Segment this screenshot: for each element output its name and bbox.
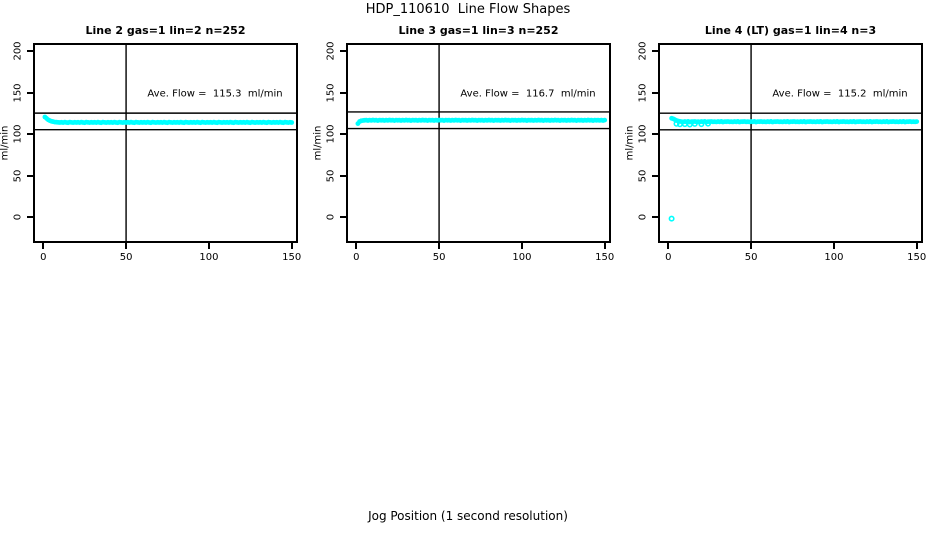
scatter-plot-area [658, 43, 923, 243]
y-axis-label: ml/min [312, 125, 324, 161]
y-tick-label: 150 [637, 83, 649, 103]
x-tick-label: 150 [282, 252, 302, 263]
y-tick-label: 150 [12, 83, 24, 103]
ave-flow-annotation: Ave. Flow = 115.3 ml/min [147, 88, 283, 100]
y-axis-tick [27, 215, 33, 218]
x-axis-tick [207, 243, 210, 249]
panel-title: Line 3 gas=1 lin=3 n=252 [398, 24, 559, 37]
y-axis-tick [340, 50, 346, 53]
plot-frame [33, 43, 298, 243]
outlier-point [704, 120, 711, 127]
y-tick-label: 50 [637, 169, 649, 182]
x-axis-tick [915, 243, 918, 249]
x-axis-tick [832, 243, 835, 249]
y-tick-label: 100 [325, 124, 337, 144]
outlier-point [673, 120, 680, 127]
x-tick-label: 0 [665, 252, 672, 263]
x-axis-tick [667, 243, 670, 249]
y-axis-tick [340, 215, 346, 218]
y-tick-label: 0 [637, 213, 649, 221]
y-tick-label: 100 [637, 124, 649, 144]
outlier-point [698, 121, 705, 128]
x-axis-tick [355, 243, 358, 249]
outlier-point [676, 121, 683, 128]
x-tick-label: 50 [744, 252, 758, 263]
y-axis-tick [340, 174, 346, 177]
y-axis-tick [340, 91, 346, 94]
plot-frame [658, 43, 923, 243]
y-axis-tick [27, 50, 33, 53]
x-axis-tick [438, 243, 441, 249]
x-axis-tick [603, 243, 606, 249]
x-tick-label: 100 [824, 252, 844, 263]
y-axis-tick [27, 174, 33, 177]
y-axis-label: ml/min [0, 125, 11, 161]
x-axis-tick [42, 243, 45, 249]
y-axis-tick [27, 133, 33, 136]
y-axis-tick [652, 174, 658, 177]
x-tick-label: 100 [199, 252, 219, 263]
y-tick-label: 0 [325, 213, 337, 221]
y-axis-tick [652, 215, 658, 218]
y-tick-label: 200 [325, 41, 337, 61]
outlier-point [681, 121, 688, 128]
ave-flow-annotation: Ave. Flow = 115.2 ml/min [772, 88, 908, 100]
x-tick-label: 50 [119, 252, 133, 263]
x-axis-tick [290, 243, 293, 249]
scatter-plot-area [346, 43, 611, 243]
y-axis-tick [652, 91, 658, 94]
y-tick-label: 50 [12, 169, 24, 182]
plot-frame [346, 43, 611, 243]
y-axis-tick [27, 91, 33, 94]
x-tick-label: 0 [40, 252, 47, 263]
x-tick-label: 100 [512, 252, 532, 263]
scatter-plot-area [33, 43, 298, 243]
y-tick-label: 50 [325, 169, 337, 182]
main-title: HDP_110610 Line Flow Shapes [365, 2, 571, 17]
panel-title: Line 2 gas=1 lin=2 n=252 [85, 24, 246, 37]
x-tick-label: 150 [595, 252, 615, 263]
y-axis-tick [340, 133, 346, 136]
y-tick-label: 150 [325, 83, 337, 103]
y-tick-label: 200 [12, 41, 24, 61]
y-axis-label: ml/min [624, 125, 636, 161]
outlier-point [691, 120, 698, 127]
y-tick-label: 0 [12, 213, 24, 221]
panel-title: Line 4 (LT) gas=1 lin=4 n=3 [704, 24, 877, 37]
outlier-point [668, 215, 675, 222]
x-axis-tick [520, 243, 523, 249]
x-axis-tick [125, 243, 128, 249]
x-axis-tick [750, 243, 753, 249]
x-axis-title: Jog Position (1 second resolution) [368, 509, 568, 523]
outlier-point [686, 121, 693, 128]
ave-flow-annotation: Ave. Flow = 116.7 ml/min [460, 88, 596, 100]
y-tick-label: 100 [12, 124, 24, 144]
y-axis-tick [652, 50, 658, 53]
y-axis-tick [652, 133, 658, 136]
x-tick-label: 50 [432, 252, 446, 263]
x-tick-label: 150 [907, 252, 927, 263]
x-tick-label: 0 [353, 252, 360, 263]
y-tick-label: 200 [637, 41, 649, 61]
